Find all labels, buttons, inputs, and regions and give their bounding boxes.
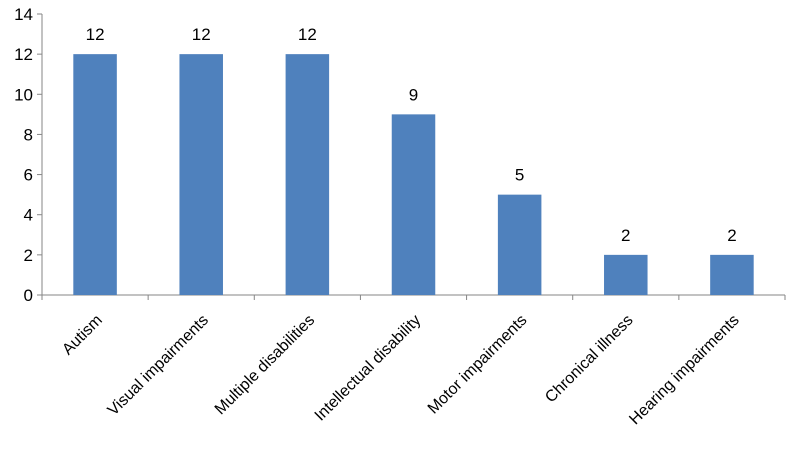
bar — [73, 54, 117, 296]
y-tick-label: 8 — [24, 125, 33, 144]
bar — [604, 254, 648, 295]
y-tick-label: 12 — [14, 45, 33, 64]
y-tick-label: 2 — [24, 246, 33, 265]
data-label: 2 — [727, 226, 736, 245]
data-label: 12 — [298, 25, 317, 44]
data-label: 2 — [621, 226, 630, 245]
bar — [179, 54, 223, 296]
data-label: 9 — [409, 85, 418, 104]
bar — [285, 54, 330, 296]
bar — [497, 194, 542, 295]
data-label: 5 — [515, 166, 524, 185]
y-tick-label: 4 — [24, 206, 33, 225]
y-tick-label: 0 — [24, 286, 33, 305]
category-label: Hearing impairments — [626, 312, 742, 428]
category-label: Intellectual disability — [312, 312, 425, 425]
bar — [710, 254, 754, 295]
category-label: Chronical illness — [542, 312, 636, 406]
category-label: Motor impairments — [425, 312, 531, 418]
y-axis: 0 2 4 6 8 10 12 14 — [14, 5, 43, 305]
x-axis — [37, 294, 786, 300]
bar — [391, 114, 436, 295]
y-tick-label: 6 — [24, 166, 33, 185]
category-label: Autism — [59, 312, 106, 359]
category-label: Visual impairments — [105, 312, 212, 419]
data-label: 12 — [192, 25, 211, 44]
y-tick-label: 14 — [14, 5, 33, 24]
y-tick-label: 10 — [14, 85, 33, 104]
data-label: 12 — [86, 25, 105, 44]
category-label: Multiple disabilities — [212, 312, 318, 418]
data-labels: 12 12 12 9 5 2 2 — [86, 25, 737, 245]
bars — [73, 54, 754, 296]
